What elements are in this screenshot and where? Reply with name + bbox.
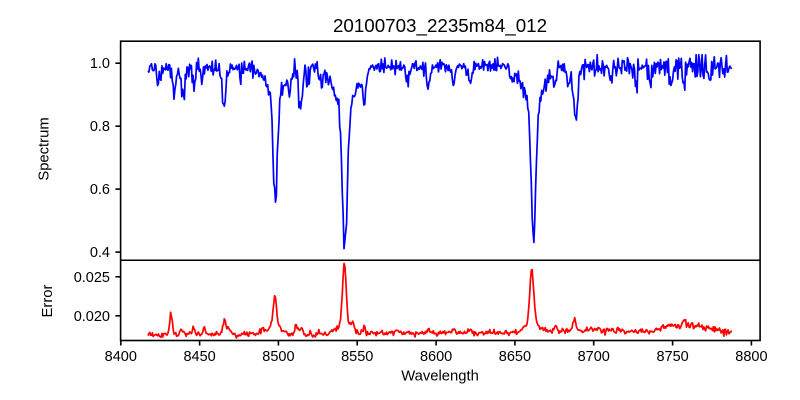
svg-text:8800: 8800 [735,349,767,365]
svg-text:8450: 8450 [183,349,215,365]
svg-text:0.020: 0.020 [74,309,110,325]
svg-text:0.8: 0.8 [90,119,110,135]
svg-text:Spectrum: Spectrum [37,117,53,180]
svg-text:0.025: 0.025 [74,270,110,286]
svg-text:0.4: 0.4 [90,245,110,261]
svg-text:1.0: 1.0 [90,56,110,72]
svg-text:0.6: 0.6 [90,182,110,198]
svg-text:8500: 8500 [262,349,294,365]
svg-text:8650: 8650 [499,349,531,365]
svg-text:Wavelength: Wavelength [401,369,479,385]
svg-text:8400: 8400 [105,349,137,365]
svg-text:8550: 8550 [341,349,373,365]
svg-text:20100703_2235m84_012: 20100703_2235m84_012 [333,15,547,37]
svg-text:8750: 8750 [656,349,688,365]
svg-text:8600: 8600 [420,349,452,365]
svg-text:Error: Error [40,284,56,317]
svg-text:8700: 8700 [578,349,610,365]
